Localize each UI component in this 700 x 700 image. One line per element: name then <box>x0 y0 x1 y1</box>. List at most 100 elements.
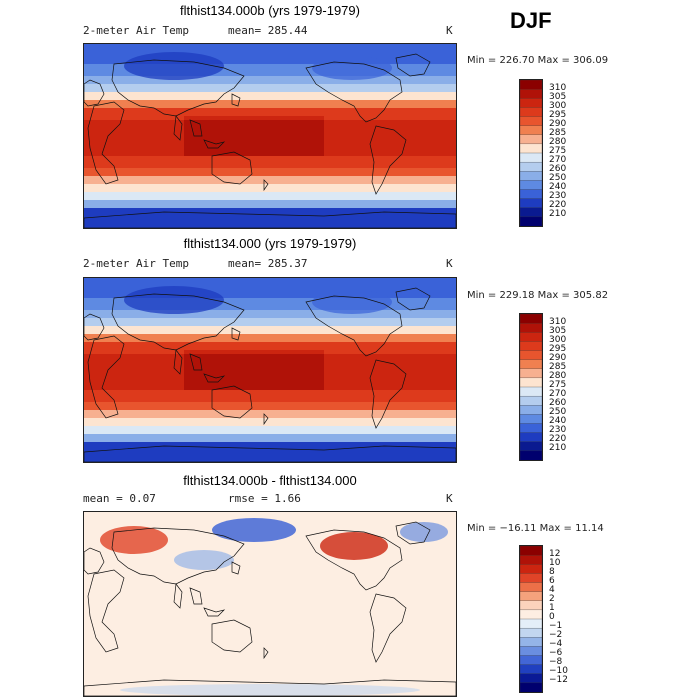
south-america-outline <box>369 593 407 663</box>
panel-2-mean-label: mean= 285.37 <box>228 257 308 270</box>
temperature-band <box>324 330 456 335</box>
panel-1-minmax: Min = 226.70 Max = 306.09 <box>467 55 609 66</box>
temperature-band <box>84 144 184 149</box>
temperature-band <box>84 108 184 113</box>
temperature-band <box>84 434 184 439</box>
temperature-band <box>184 458 324 462</box>
antarctic-cool-anomaly <box>120 684 420 696</box>
temperature-band <box>84 442 184 447</box>
temperature-band <box>184 172 324 177</box>
temperature-band <box>184 322 324 327</box>
temperature-band <box>84 414 184 419</box>
temperature-band <box>184 454 324 459</box>
panel-1-legend-label: 295 <box>549 110 567 120</box>
temperature-band <box>84 104 184 109</box>
temperature-band <box>324 290 456 295</box>
temperature-band <box>324 188 456 193</box>
panel-1-units: K <box>446 24 453 37</box>
temperature-band <box>184 310 324 315</box>
panel-3-colorbar-labels: 12 10 8 6 4 2 1 0 −1 −2 −4 −6 −8 −10 −12 <box>519 545 599 691</box>
temperature-band <box>184 338 324 343</box>
india-outline <box>173 583 183 609</box>
temperature-band <box>84 128 184 133</box>
siberia-cold-region <box>124 286 224 314</box>
temperature-band <box>84 192 184 197</box>
panel-1-legend-label: 210 <box>549 209 567 219</box>
panel-1-legend-label: 270 <box>549 155 567 165</box>
temperature-band <box>324 310 456 315</box>
temperature-band <box>84 326 184 331</box>
temperature-band <box>84 366 184 371</box>
temperature-band <box>184 104 324 109</box>
panel-1-legend-label: 240 <box>549 182 567 192</box>
panel-1-title: flthist134.000b (yrs 1979-1979) <box>180 3 360 18</box>
north-america-cold-region <box>312 56 392 80</box>
indonesia-outline <box>203 139 226 149</box>
temperature-band <box>184 426 324 431</box>
temperature-band <box>184 44 324 49</box>
temperature-band <box>324 80 456 85</box>
temperature-band <box>184 318 324 323</box>
siberia-cold-region <box>124 52 224 80</box>
temperature-band <box>184 120 324 125</box>
temperature-band <box>84 318 184 323</box>
panel-3-minmax: Min = −16.11 Max = 11.14 <box>467 523 604 534</box>
panel-1-legend-label: 300 <box>549 101 567 111</box>
temperature-band <box>324 434 456 439</box>
temperature-band <box>324 338 456 343</box>
temperature-band <box>184 390 324 395</box>
temperature-band <box>84 152 184 157</box>
india-outline <box>173 115 183 141</box>
temperature-band <box>184 200 324 205</box>
temperature-band <box>184 402 324 407</box>
temperature-band <box>184 442 324 447</box>
temperature-band <box>84 120 184 125</box>
temperature-band <box>324 148 456 153</box>
panel-3-legend-label: 6 <box>549 576 555 586</box>
temperature-band <box>84 450 184 455</box>
temperature-band <box>184 294 324 299</box>
north-america-cold-region <box>312 290 392 314</box>
temperature-band <box>184 410 324 415</box>
temperature-band <box>84 286 184 291</box>
temperature-band <box>84 168 184 173</box>
temperature-band <box>84 160 184 165</box>
panel-2-legend-label: 295 <box>549 344 567 354</box>
panel-3-legend-label: −10 <box>549 666 568 676</box>
temperature-band <box>184 224 324 228</box>
temperature-band <box>84 188 184 193</box>
temperature-band <box>84 80 184 85</box>
south-america-outline <box>369 359 407 429</box>
temperature-band <box>324 116 456 121</box>
temperature-band <box>184 152 324 157</box>
temperature-band <box>324 410 456 415</box>
temperature-band <box>324 366 456 371</box>
temperature-band <box>84 378 184 383</box>
temperature-band <box>84 44 184 49</box>
greenland-outline <box>395 53 431 77</box>
panel-1-legend-label: 310 <box>549 83 567 93</box>
temperature-band <box>184 72 324 77</box>
panel-3-legend-label: 4 <box>549 585 555 595</box>
temperature-band <box>184 394 324 399</box>
panel-2-map <box>83 277 457 463</box>
temperature-band <box>84 406 184 411</box>
panel-3-rmse-label: rmse = 1.66 <box>228 492 301 505</box>
temperature-band <box>324 346 456 351</box>
greenland-outline <box>395 521 431 545</box>
panel-1-legend-label: 290 <box>549 119 567 129</box>
temperature-band <box>184 196 324 201</box>
panel-2-variable-label: 2-meter Air Temp <box>83 257 189 270</box>
temperature-band <box>84 176 184 181</box>
temperature-band <box>324 196 456 201</box>
temperature-band <box>324 370 456 375</box>
temperature-band <box>184 80 324 85</box>
temperature-band <box>184 116 324 121</box>
temperature-band <box>324 88 456 93</box>
temperature-band <box>84 184 184 189</box>
temperature-band <box>84 148 184 153</box>
temperature-band <box>184 160 324 165</box>
temperature-band <box>324 48 456 53</box>
temperature-band <box>184 96 324 101</box>
temperature-band <box>84 200 184 205</box>
